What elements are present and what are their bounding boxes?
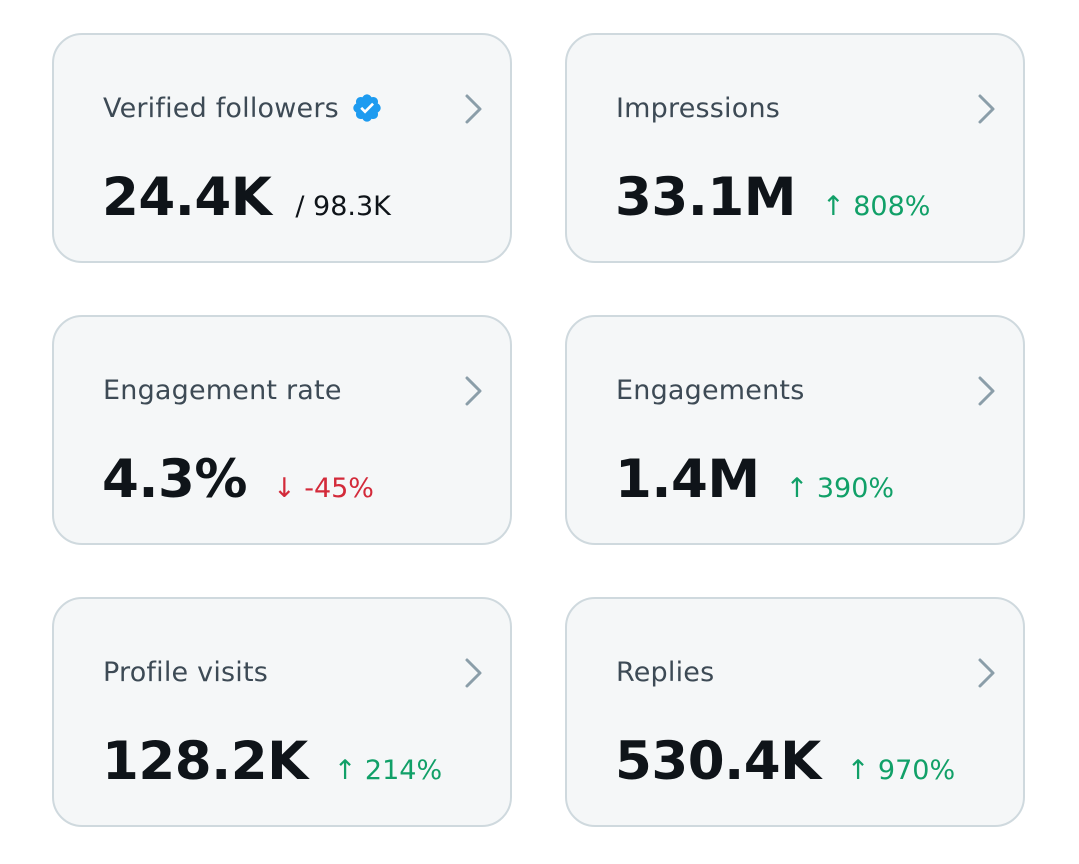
card-title-row: Engagement rate bbox=[103, 372, 342, 408]
card-verified-followers[interactable]: Verified followers 24.4K / 98.3K bbox=[52, 33, 512, 263]
card-value-row: 24.4K / 98.3K bbox=[102, 167, 391, 228]
card-title: Engagements bbox=[616, 374, 805, 406]
card-value-row: 4.3% ↓ -45% bbox=[102, 449, 374, 510]
card-title: Replies bbox=[616, 656, 715, 688]
card-title: Engagement rate bbox=[103, 374, 342, 406]
card-value: 4.3% bbox=[102, 449, 248, 510]
card-impressions[interactable]: Impressions 33.1M ↑ 808% bbox=[565, 33, 1025, 263]
chevron-right-icon bbox=[465, 94, 482, 124]
card-change: ↓ -45% bbox=[273, 473, 374, 504]
card-title-row: Profile visits bbox=[103, 654, 268, 690]
card-title: Impressions bbox=[616, 92, 781, 124]
card-title-row: Engagements bbox=[616, 372, 804, 408]
card-engagements[interactable]: Engagements 1.4M ↑ 390% bbox=[565, 315, 1025, 545]
card-title: Verified followers bbox=[103, 92, 339, 124]
chevron-right-icon bbox=[978, 376, 995, 406]
card-value-row: 530.4K ↑ 970% bbox=[615, 731, 955, 792]
card-value-row: 1.4M ↑ 390% bbox=[615, 449, 894, 510]
chevron-right-icon bbox=[978, 658, 995, 688]
verified-badge-icon bbox=[353, 94, 381, 122]
card-title: Profile visits bbox=[103, 656, 269, 688]
chevron-right-icon bbox=[465, 658, 482, 688]
card-change: ↑ 214% bbox=[333, 755, 443, 786]
card-value-row: 128.2K ↑ 214% bbox=[102, 731, 442, 792]
card-change: ↑ 970% bbox=[846, 755, 956, 786]
card-title-row: Verified followers bbox=[103, 90, 383, 126]
card-value-row: 33.1M ↑ 808% bbox=[615, 167, 930, 228]
card-replies[interactable]: Replies 530.4K ↑ 970% bbox=[565, 597, 1025, 827]
card-value: 24.4K bbox=[102, 167, 272, 228]
chevron-right-icon bbox=[978, 94, 995, 124]
card-change: ↑ 808% bbox=[822, 191, 931, 222]
card-value: 1.4M bbox=[615, 449, 760, 510]
card-value: 530.4K bbox=[615, 731, 821, 792]
card-engagement-rate[interactable]: Engagement rate 4.3% ↓ -45% bbox=[52, 315, 512, 545]
card-total: / 98.3K bbox=[295, 191, 391, 222]
card-profile-visits[interactable]: Profile visits 128.2K ↑ 214% bbox=[52, 597, 512, 827]
card-value: 33.1M bbox=[615, 167, 797, 228]
card-title-row: Replies bbox=[616, 654, 714, 690]
chevron-right-icon bbox=[465, 376, 482, 406]
card-change: ↑ 390% bbox=[785, 473, 895, 504]
card-value: 128.2K bbox=[102, 731, 308, 792]
card-title-row: Impressions bbox=[616, 90, 780, 126]
